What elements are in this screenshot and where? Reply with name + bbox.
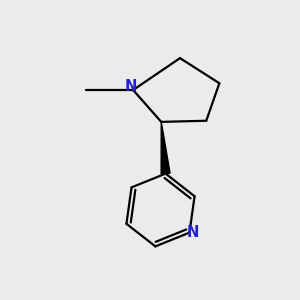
Polygon shape — [161, 122, 170, 174]
Text: N: N — [187, 225, 200, 240]
Text: N: N — [125, 79, 137, 94]
